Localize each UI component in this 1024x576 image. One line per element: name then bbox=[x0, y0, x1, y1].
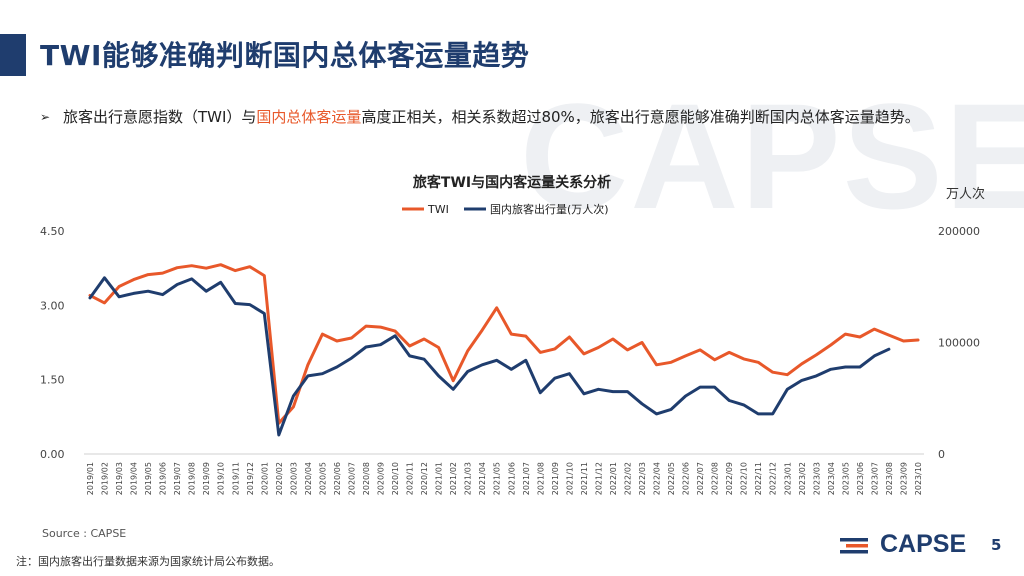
legend-label: TWI bbox=[427, 203, 449, 216]
capse-logo-icon bbox=[840, 538, 868, 554]
right-axis-unit: 万人次 bbox=[946, 186, 985, 202]
x-tick-label: 2021/03 bbox=[464, 462, 473, 495]
y-right-tick-label: 200000 bbox=[938, 225, 980, 238]
bullet-text-post: 高度正相关，相关系数超过80%，旅客出行意愿能够准确判断国内总体客运量趋势。 bbox=[361, 108, 920, 126]
watermark-logo: CAPSE bbox=[520, 72, 1024, 240]
x-tick-label: 2020/08 bbox=[362, 462, 371, 495]
source-text: Source : CAPSE bbox=[42, 527, 127, 540]
x-tick-label: 2022/01 bbox=[609, 462, 618, 495]
volume-series-line bbox=[88, 276, 891, 437]
x-tick-label: 2021/07 bbox=[522, 462, 531, 495]
x-tick-label: 2021/12 bbox=[594, 462, 603, 495]
x-tick-label: 2020/01 bbox=[260, 462, 269, 495]
x-tick-label: 2020/03 bbox=[289, 462, 298, 495]
line-chart: 旅客TWI与国内客运量关系分析 万人次 TWI 国内旅客出行量(万人次) 0.00… bbox=[40, 174, 985, 495]
x-tick-label: 2020/02 bbox=[275, 462, 284, 495]
x-tick-label: 2021/04 bbox=[478, 462, 487, 495]
x-tick-label: 2023/07 bbox=[870, 462, 879, 495]
x-tick-label: 2023/01 bbox=[783, 462, 792, 495]
x-tick-label: 2023/04 bbox=[827, 462, 836, 495]
x-tick-label: 2019/01 bbox=[86, 462, 95, 495]
x-tick-label: 2019/03 bbox=[115, 462, 124, 495]
x-tick-label: 2021/06 bbox=[507, 462, 516, 495]
x-tick-label: 2023/10 bbox=[914, 462, 923, 495]
x-tick-label: 2019/09 bbox=[202, 462, 211, 495]
y-right-tick-label: 0 bbox=[938, 448, 945, 461]
x-tick-label: 2022/08 bbox=[711, 462, 720, 495]
x-tick-label: 2021/01 bbox=[435, 462, 444, 495]
x-tick-label: 2020/05 bbox=[318, 462, 327, 495]
x-tick-label: 2023/05 bbox=[841, 462, 850, 495]
chart-title: 旅客TWI与国内客运量关系分析 bbox=[413, 174, 611, 191]
x-tick-label: 2019/08 bbox=[188, 462, 197, 495]
x-tick-label: 2021/11 bbox=[580, 462, 589, 495]
x-tick-label: 2023/02 bbox=[798, 462, 807, 495]
bullet-highlight: 国内总体客运量 bbox=[256, 108, 362, 126]
chart-axes: 0.00 1.50 3.00 4.50 0 100000 200000 2019/01 2019… bbox=[40, 225, 980, 495]
x-tick-label: 2019/02 bbox=[101, 462, 110, 495]
x-tick-label: 2022/11 bbox=[754, 462, 763, 495]
x-tick-label: 2020/06 bbox=[333, 462, 342, 495]
x-tick-label: 2021/08 bbox=[536, 462, 545, 495]
y-left-tick-label: 0.00 bbox=[40, 448, 65, 461]
x-tick-label: 2020/11 bbox=[406, 462, 415, 495]
x-tick-label: 2019/07 bbox=[173, 462, 182, 495]
x-tick-label: 2022/10 bbox=[740, 462, 749, 495]
page-number: 5 bbox=[991, 536, 1002, 554]
x-tick-label: 2021/05 bbox=[493, 462, 502, 495]
chart-series bbox=[88, 263, 920, 437]
x-tick-label: 2019/06 bbox=[159, 462, 168, 495]
y-left-tick-label: 1.50 bbox=[40, 374, 65, 387]
x-tick-label: 2022/12 bbox=[769, 462, 778, 495]
x-tick-label: 2022/05 bbox=[667, 462, 676, 495]
y-left-tick-label: 3.00 bbox=[40, 299, 65, 312]
x-tick-label: 2023/03 bbox=[812, 462, 821, 495]
y-right-tick-label: 100000 bbox=[938, 337, 980, 350]
x-tick-label: 2021/09 bbox=[551, 462, 560, 495]
title-accent-bar bbox=[0, 34, 26, 76]
x-tick-label: 2023/08 bbox=[885, 462, 894, 495]
chart-container: 旅客TWI与国内客运量关系分析 万人次 TWI 国内旅客出行量(万人次) 0.00… bbox=[0, 160, 1024, 520]
x-tick-label: 2020/12 bbox=[420, 462, 429, 495]
twi-series-line bbox=[88, 263, 920, 425]
x-tick-label: 2019/11 bbox=[231, 462, 240, 495]
x-tick-label: 2022/06 bbox=[682, 462, 691, 495]
x-tick-label: 2022/09 bbox=[725, 462, 734, 495]
x-tick-label: 2019/10 bbox=[217, 462, 226, 495]
x-tick-label: 2022/03 bbox=[638, 462, 647, 495]
x-tick-label: 2020/07 bbox=[347, 462, 356, 495]
bullet-point: ➢ 旅客出行意愿指数（TWI）与国内总体客运量高度正相关，相关系数超过80%，旅… bbox=[40, 103, 970, 132]
x-tick-label: 2019/05 bbox=[144, 462, 153, 495]
x-tick-label: 2021/02 bbox=[449, 462, 458, 495]
bullet-text: 旅客出行意愿指数（TWI）与国内总体客运量高度正相关，相关系数超过80%，旅客出… bbox=[63, 103, 970, 132]
x-tick-label: 2019/12 bbox=[246, 462, 255, 495]
x-tick-label: 2023/06 bbox=[856, 462, 865, 495]
chart-legend: TWI 国内旅客出行量(万人次) bbox=[402, 202, 609, 216]
x-tick-label: 2022/07 bbox=[696, 462, 705, 495]
x-tick-label: 2022/02 bbox=[623, 462, 632, 495]
legend-label: 国内旅客出行量(万人次) bbox=[490, 202, 609, 216]
page-title: TWI能够准确判断国内总体客运量趋势 bbox=[40, 39, 530, 72]
x-tick-label: 2020/10 bbox=[391, 462, 400, 495]
x-tick-label: 2023/09 bbox=[899, 462, 908, 495]
x-tick-label: 2020/09 bbox=[377, 462, 386, 495]
x-tick-label: 2021/10 bbox=[565, 462, 574, 495]
logo-text: CAPSE bbox=[880, 530, 967, 558]
x-tick-label: 2019/04 bbox=[130, 462, 139, 495]
x-tick-label: 2020/04 bbox=[304, 462, 313, 495]
bullet-text-pre: 旅客出行意愿指数（TWI）与 bbox=[63, 108, 257, 126]
x-tick-label: 2022/04 bbox=[653, 462, 662, 495]
y-left-tick-label: 4.50 bbox=[40, 225, 65, 238]
arrow-bullet-icon: ➢ bbox=[40, 110, 51, 124]
footnote: 注：国内旅客出行量数据来源为国家统计局公布数据。 bbox=[16, 555, 280, 568]
